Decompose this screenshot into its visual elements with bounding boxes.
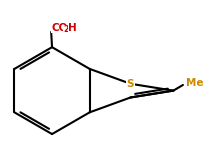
Text: Me: Me <box>186 78 203 88</box>
Text: H: H <box>68 23 76 33</box>
Text: 2: 2 <box>63 25 69 34</box>
Text: S: S <box>127 79 134 89</box>
Text: CO: CO <box>51 23 68 33</box>
